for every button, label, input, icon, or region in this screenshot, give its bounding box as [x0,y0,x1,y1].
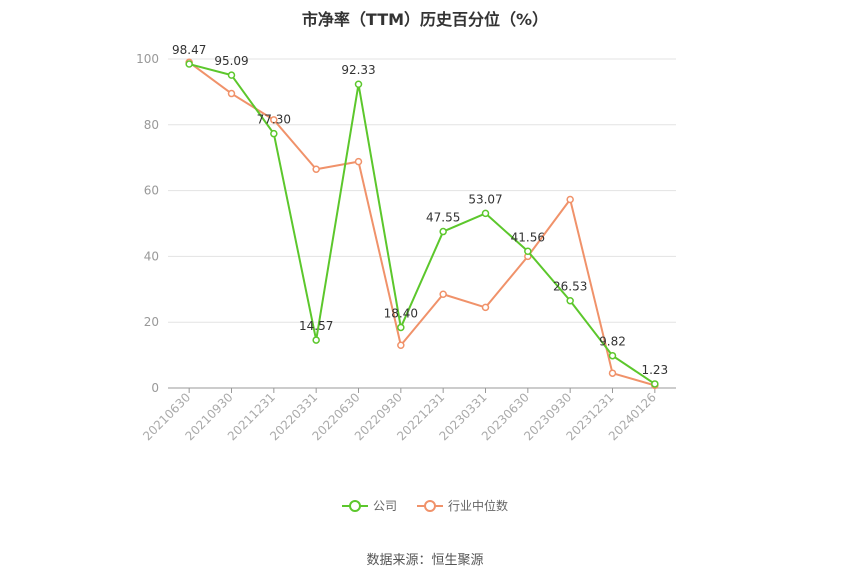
data-label: 1.23 [641,363,668,377]
data-point [312,165,320,173]
legend-swatch-industry [417,499,443,513]
y-tick-label: 40 [144,249,159,263]
data-label: 53.07 [468,192,502,206]
y-tick-label: 0 [151,381,159,395]
data-point [566,296,574,305]
y-tick-label: 100 [136,52,159,66]
source-note: 数据来源：恒生聚源 [366,553,484,568]
data-point [185,60,193,68]
data-point [270,116,278,124]
data-point [227,71,236,79]
legend-swatch-company [341,499,368,513]
legend-item-industry[interactable]: 行业中位数 [417,497,508,514]
data-point [397,323,405,332]
data-point [481,303,490,312]
data-point [397,341,405,349]
y-tick-label: 80 [144,118,159,132]
legend-label-industry: 行业中位数 [448,499,509,513]
y-tick-label: 20 [144,315,159,329]
legend: 公司 行业中位数 [0,497,850,514]
data-point [439,290,447,298]
data-point [354,80,363,88]
data-point [608,351,617,360]
data-label: 77.30 [257,113,291,127]
data-point [566,195,574,204]
data-point [439,227,447,236]
data-label: 26.53 [553,280,587,294]
data-label: 92.33 [341,63,375,77]
data-point [312,336,320,344]
data-point [227,89,236,98]
legend-item-company[interactable]: 公司 [341,497,397,514]
data-point [608,369,617,377]
data-point [651,380,659,388]
data-label: 18.40 [384,306,418,320]
axes: 0204060801002021063020210930202112312022… [136,52,676,443]
series-layer [185,58,659,390]
grid-lines [168,58,676,323]
data-label: 98.47 [172,43,206,57]
data-label: 41.56 [511,230,545,244]
data-label: 95.09 [214,54,248,68]
legend-label-company: 公司 [372,499,397,513]
y-tick-label: 60 [144,184,159,198]
data-label: 47.55 [426,211,460,225]
data-labels: 98.47 95.09 77.30 14.57 92.33 18.40 47.55 53.07… [172,43,668,377]
series-line [188,63,656,385]
data-point [524,247,532,256]
data-label: 9.82 [599,335,626,349]
data-point [481,209,490,218]
data-label: 14.57 [299,319,333,333]
data-point [270,129,278,138]
series-line [188,61,656,387]
data-point [354,157,363,166]
chart-title: 市净率（TTM）历史百分位（%） [301,10,549,29]
